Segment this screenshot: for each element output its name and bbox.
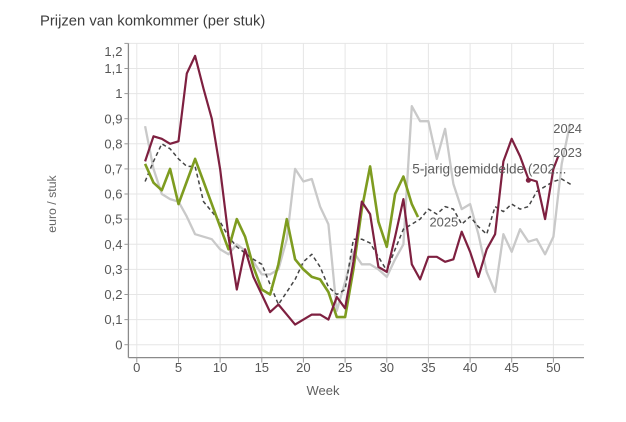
svg-text:2023: 2023 <box>553 145 582 160</box>
svg-text:35: 35 <box>421 360 435 375</box>
svg-text:5-jarig gemiddelde (202...: 5-jarig gemiddelde (202... <box>412 162 566 177</box>
svg-text:40: 40 <box>463 360 477 375</box>
svg-text:45: 45 <box>504 360 518 375</box>
svg-text:0,7: 0,7 <box>104 162 122 177</box>
svg-text:0,1: 0,1 <box>104 312 122 327</box>
svg-text:Week: Week <box>307 383 340 398</box>
svg-text:0,6: 0,6 <box>104 187 122 202</box>
svg-text:0,8: 0,8 <box>104 136 122 151</box>
svg-text:5: 5 <box>175 360 182 375</box>
svg-text:2024: 2024 <box>553 121 582 136</box>
svg-text:1: 1 <box>115 86 122 101</box>
svg-text:0: 0 <box>115 337 122 352</box>
svg-text:0,4: 0,4 <box>104 237 122 252</box>
svg-text:Prijzen van komkommer (per stu: Prijzen van komkommer (per stuk) <box>40 14 265 30</box>
svg-text:50: 50 <box>546 360 560 375</box>
svg-text:0,3: 0,3 <box>104 262 122 277</box>
svg-text:25: 25 <box>338 360 352 375</box>
svg-text:0,9: 0,9 <box>104 111 122 126</box>
svg-text:0,2: 0,2 <box>104 287 122 302</box>
svg-text:10: 10 <box>213 360 227 375</box>
svg-text:15: 15 <box>255 360 269 375</box>
svg-text:2025: 2025 <box>430 215 459 230</box>
svg-text:20: 20 <box>296 360 310 375</box>
svg-text:euro / stuk: euro / stuk <box>45 174 59 232</box>
svg-text:0: 0 <box>133 360 140 375</box>
svg-text:30: 30 <box>380 360 394 375</box>
svg-text:1,2: 1,2 <box>104 44 122 59</box>
svg-text:0,5: 0,5 <box>104 212 122 227</box>
svg-text:1,1: 1,1 <box>104 61 122 76</box>
